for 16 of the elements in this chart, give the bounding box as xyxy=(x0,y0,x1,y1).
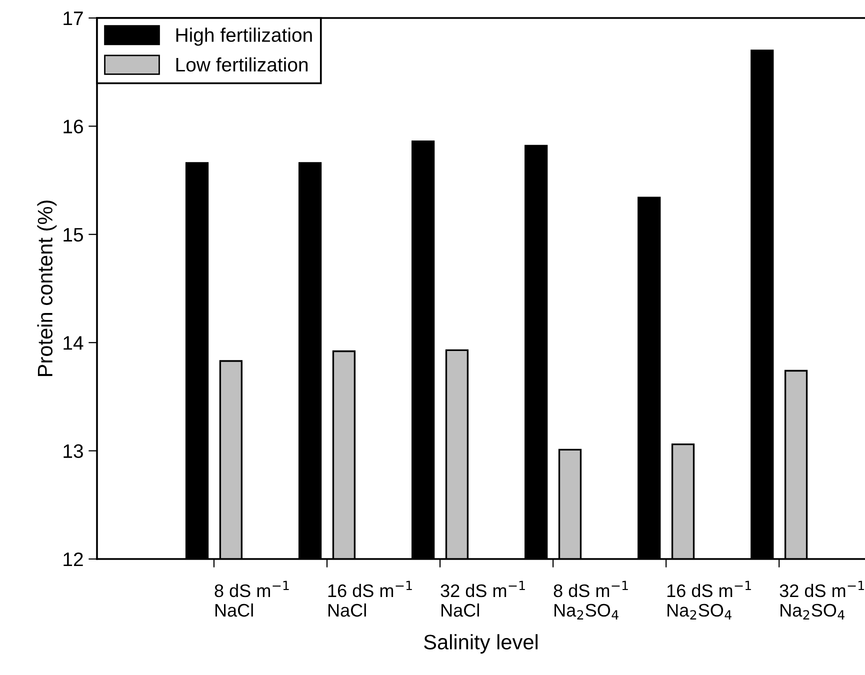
category-label: 8 dS m$^{−1}$ Na$_{2}$SO$_{4}$ xyxy=(554,580,628,620)
y-tick-label: 13 xyxy=(64,444,83,458)
category-label: 8 dS m$^{−1}$ NaCl xyxy=(214,580,289,617)
y-axis-title: Protein content (%) xyxy=(37,200,57,376)
y-tick-label: 16 xyxy=(64,120,83,134)
category-label: 16 dS m$^{−1}$ Na$_{2}$SO$_{4}$ xyxy=(667,580,751,620)
legend-label: High fertilization xyxy=(176,28,312,46)
category-label: 32 dS m$^{−1}$ NaCl xyxy=(440,580,525,617)
category-label: 32 dS m$^{−1}$ Na$_{2}$SO$_{4}$ xyxy=(780,580,864,620)
x-axis-title: Salinity level xyxy=(424,634,538,654)
y-tick-label: 14 xyxy=(64,336,84,350)
category-label: 16 dS m$^{−1}$ NaCl xyxy=(328,580,412,617)
legend-label: Low fertilization xyxy=(176,57,308,72)
y-tick-label: 12 xyxy=(64,552,83,566)
y-tick-label: 17 xyxy=(64,12,83,26)
y-tick-label: 15 xyxy=(64,228,83,242)
